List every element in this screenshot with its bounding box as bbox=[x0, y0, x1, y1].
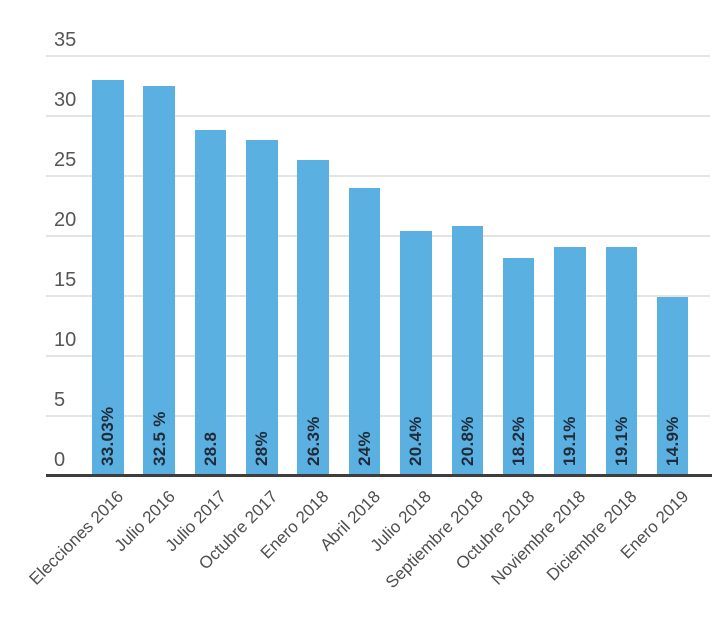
x-axis-category-label: Elecciones 2016 bbox=[25, 487, 128, 589]
bar-value-label: 20.4% bbox=[406, 416, 426, 466]
y-axis-tick-label: 10 bbox=[54, 329, 77, 351]
bar-value-label: 33.03% bbox=[98, 406, 118, 466]
bar[interactable] bbox=[400, 231, 432, 476]
bar[interactable] bbox=[297, 160, 329, 476]
bar[interactable] bbox=[92, 79, 124, 476]
y-axis-tick-label: 5 bbox=[54, 389, 66, 411]
bar[interactable] bbox=[554, 246, 586, 476]
bar-value-label: 19.1% bbox=[560, 416, 580, 466]
bar-value-label: 26.3% bbox=[303, 416, 323, 466]
bar-value-label: 24% bbox=[355, 431, 375, 466]
bar[interactable] bbox=[246, 140, 278, 476]
bar-value-label: 14.9% bbox=[663, 416, 683, 466]
y-axis-tick-label: 25 bbox=[54, 149, 77, 171]
bar-value-label: 20.8% bbox=[457, 416, 477, 466]
y-axis-tick-label: 15 bbox=[54, 269, 77, 291]
y-axis-tick-label: 30 bbox=[54, 89, 77, 111]
gridline bbox=[46, 115, 710, 117]
y-axis-tick-label: 20 bbox=[54, 209, 77, 231]
bar[interactable] bbox=[143, 86, 175, 476]
bar[interactable] bbox=[605, 246, 638, 476]
bar[interactable] bbox=[502, 257, 535, 476]
bar[interactable] bbox=[194, 130, 227, 476]
bar-value-label: 18.2% bbox=[509, 416, 529, 466]
y-axis-tick-label: 35 bbox=[54, 29, 77, 51]
bar-value-label: 19.1% bbox=[611, 416, 631, 466]
x-axis-line bbox=[46, 474, 712, 477]
gridline bbox=[46, 55, 710, 57]
x-axis-category-label: Noviembre 2018 bbox=[487, 487, 590, 589]
gridline bbox=[46, 175, 710, 177]
bar[interactable] bbox=[451, 226, 484, 476]
bar[interactable] bbox=[656, 297, 689, 476]
bar-value-label: 28.8 bbox=[200, 431, 220, 466]
bar-value-label: 32.5 % bbox=[149, 411, 169, 466]
y-axis-tick-label: 0 bbox=[54, 449, 66, 471]
bar-value-label: 28% bbox=[252, 431, 272, 466]
bar[interactable] bbox=[348, 188, 381, 476]
x-axis-category-label: Diciembre 2018 bbox=[543, 487, 641, 585]
